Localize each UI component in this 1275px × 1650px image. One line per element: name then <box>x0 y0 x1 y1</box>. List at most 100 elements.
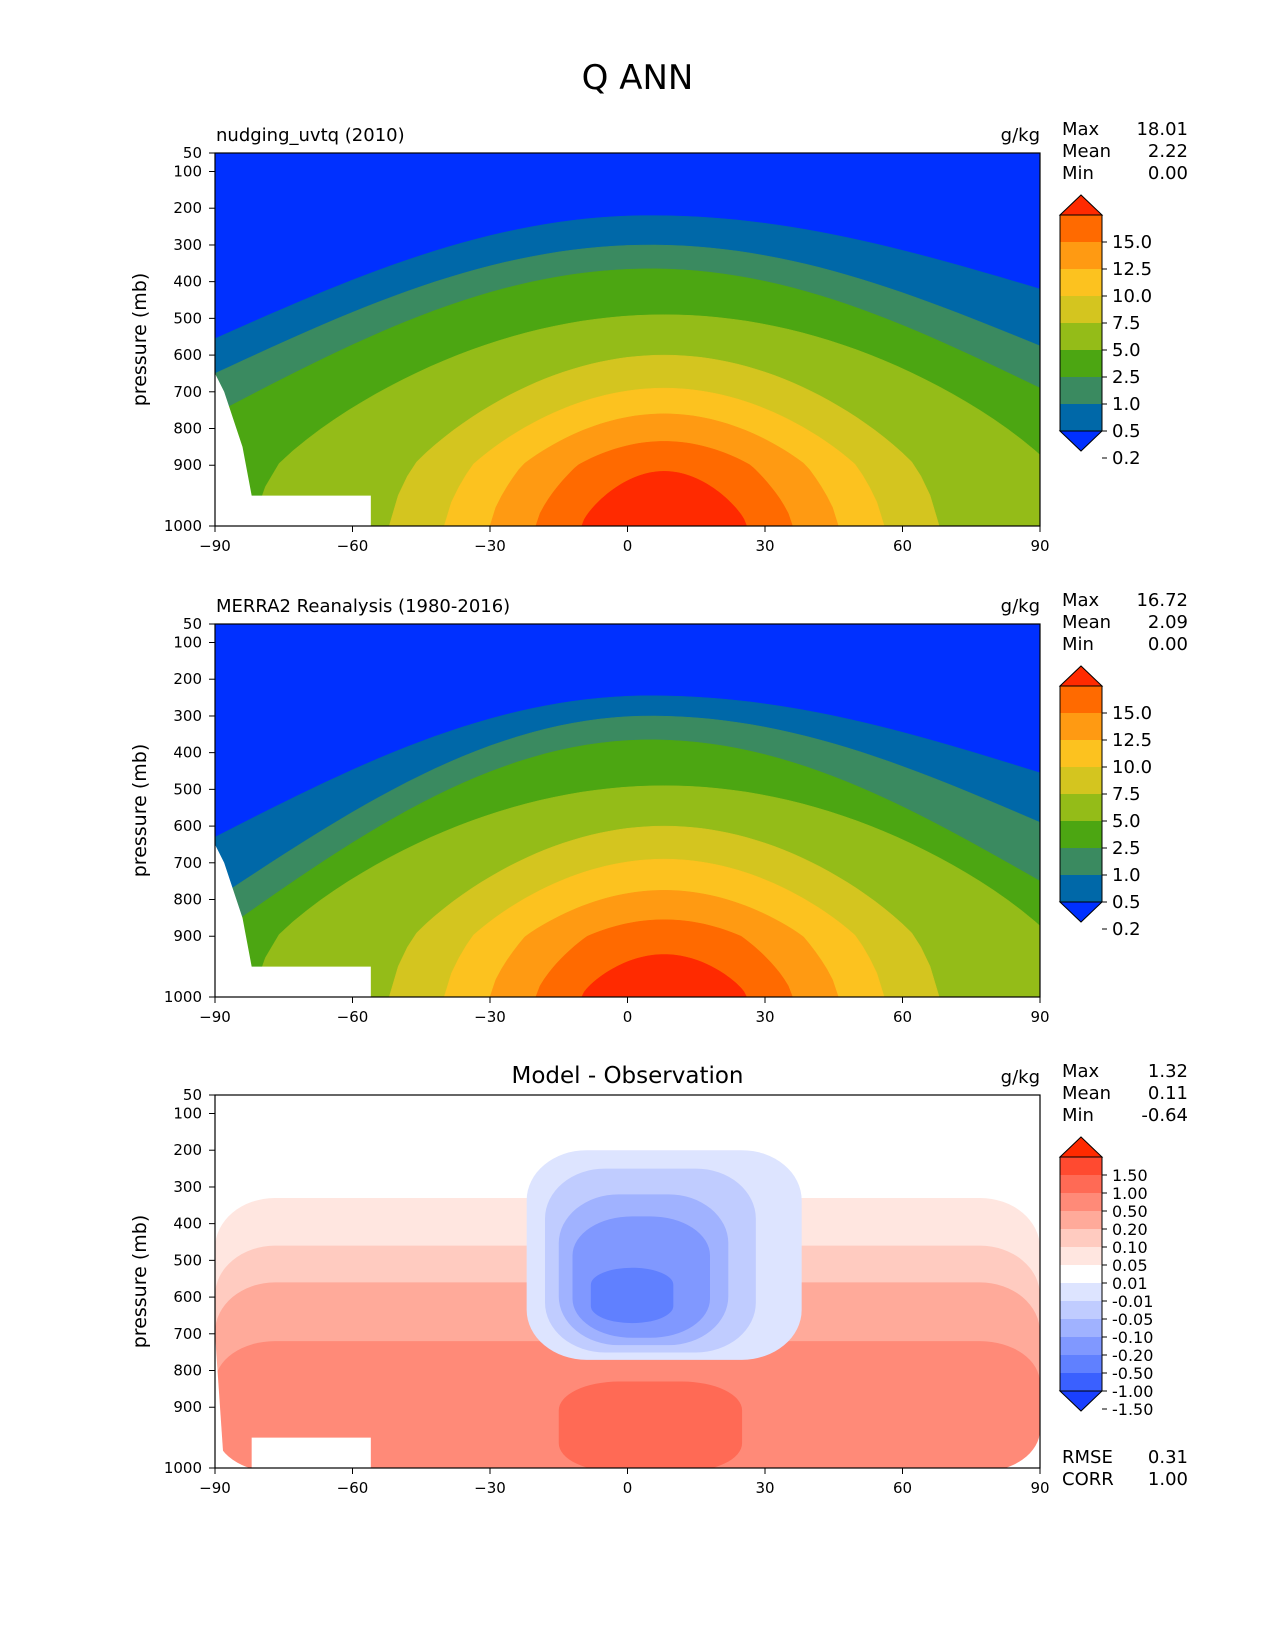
x-tick-label: −60 <box>337 537 369 555</box>
x-tick-label: −30 <box>474 1479 506 1497</box>
colorbar-segment <box>1060 821 1102 848</box>
colorbar-segment <box>1060 1265 1102 1283</box>
stat-value: 18.01 <box>1136 119 1188 140</box>
topography-mask <box>215 373 371 526</box>
y-tick-label: 1000 <box>164 1459 202 1477</box>
y-tick-label: 900 <box>173 927 202 945</box>
colorbar-segment <box>1060 1283 1102 1301</box>
y-tick-label: 800 <box>173 419 202 437</box>
colorbar-segment <box>1060 1193 1102 1211</box>
colorbar-label: 10.0 <box>1112 286 1152 307</box>
stat-value: 0.00 <box>1148 634 1188 655</box>
stat-label: Max <box>1062 590 1100 611</box>
topography-mask <box>215 844 371 997</box>
colorbar-label: 0.5 <box>1112 892 1141 913</box>
x-tick-label: −60 <box>337 1008 369 1026</box>
colorbar-segment <box>1060 296 1102 323</box>
colorbar-segment <box>1060 242 1102 269</box>
units-label: g/kg <box>1001 125 1040 146</box>
colorbar-segment <box>1060 713 1102 740</box>
x-tick-label: 30 <box>755 1479 774 1497</box>
contour-region-1.00 <box>558 1381 743 1468</box>
colorbar-label: 1.0 <box>1112 394 1141 415</box>
y-tick-label: 50 <box>183 144 202 162</box>
colorbar-segment <box>1060 686 1102 713</box>
colorbar-label: -1.00 <box>1112 1382 1153 1401</box>
colorbar-segment <box>1060 794 1102 821</box>
stat-label: Min <box>1062 634 1094 655</box>
colorbar-label: -0.05 <box>1112 1310 1153 1329</box>
stat-value: 0.31 <box>1148 1447 1188 1468</box>
colorbar-extend-bottom <box>1058 430 1104 452</box>
colorbar-label: 12.5 <box>1112 730 1152 751</box>
panel-title: Model - Observation <box>511 1063 743 1089</box>
topography-mask-edge <box>215 1333 225 1468</box>
colorbar-label: -0.20 <box>1112 1346 1153 1365</box>
colorbar-label: -0.01 <box>1112 1292 1153 1311</box>
x-tick-label: −30 <box>474 1008 506 1026</box>
plot-area <box>215 1095 1040 1468</box>
colorbar-segment <box>1060 767 1102 794</box>
y-tick-label: 600 <box>173 1288 202 1306</box>
x-tick-label: 0 <box>623 1008 633 1026</box>
colorbar-label: 0.5 <box>1112 421 1141 442</box>
topography-mask <box>251 1437 371 1468</box>
plot-area <box>215 153 1040 526</box>
colorbar-segment <box>1060 848 1102 875</box>
colorbar-label: 7.5 <box>1112 784 1141 805</box>
y-tick-label: 600 <box>173 817 202 835</box>
colorbar-extend-top <box>1058 194 1104 216</box>
colorbar-label: 5.0 <box>1112 811 1141 832</box>
x-tick-label: −90 <box>199 537 231 555</box>
x-tick-label: 0 <box>623 1479 633 1497</box>
stat-label: CORR <box>1062 1469 1114 1490</box>
colorbar-extend-top <box>1058 1136 1104 1158</box>
colorbar-segment <box>1060 1157 1102 1175</box>
stat-value: 0.00 <box>1148 163 1188 184</box>
colorbar-extend-bottom <box>1058 901 1104 923</box>
y-tick-label: 300 <box>173 1178 202 1196</box>
y-tick-label: 500 <box>173 309 202 327</box>
colorbar-segment <box>1060 1319 1102 1337</box>
colorbar-segment <box>1060 269 1102 296</box>
colorbar-label: 15.0 <box>1112 232 1152 253</box>
y-axis-label: pressure (mb) <box>129 744 151 878</box>
y-tick-label: 100 <box>173 634 202 652</box>
x-tick-label: 60 <box>893 537 912 555</box>
y-tick-label: 100 <box>173 163 202 181</box>
y-tick-label: 700 <box>173 1325 202 1343</box>
colorbar-segment <box>1060 1229 1102 1247</box>
contour-region--0.50 <box>590 1267 674 1324</box>
colorbar-label: 1.50 <box>1112 1166 1148 1185</box>
colorbar-segment <box>1060 404 1102 431</box>
y-axis-label: pressure (mb) <box>129 1215 151 1349</box>
x-tick-label: −60 <box>337 1479 369 1497</box>
colorbar-segment <box>1060 377 1102 404</box>
colorbar-segment <box>1060 323 1102 350</box>
stat-label: RMSE <box>1062 1447 1113 1468</box>
stat-label: Max <box>1062 1061 1100 1082</box>
colorbar-label: 7.5 <box>1112 313 1141 334</box>
colorbar-label: -0.10 <box>1112 1328 1153 1347</box>
colorbar-label: -1.50 <box>1112 1400 1153 1419</box>
colorbar-label: 0.2 <box>1112 448 1141 469</box>
colorbar-label: 0.05 <box>1112 1256 1148 1275</box>
stat-label: Min <box>1062 1105 1094 1126</box>
colorbar-segment <box>1060 1301 1102 1319</box>
units-label: g/kg <box>1001 1067 1040 1088</box>
y-tick-label: 50 <box>183 1086 202 1104</box>
colorbar-label: -0.50 <box>1112 1364 1153 1383</box>
contour-level-15.0 <box>581 471 747 526</box>
x-tick-label: 90 <box>1030 1479 1049 1497</box>
units-label: g/kg <box>1001 596 1040 617</box>
y-tick-label: 800 <box>173 1361 202 1379</box>
y-tick-label: 50 <box>183 615 202 633</box>
stat-value: 0.11 <box>1148 1083 1188 1104</box>
y-tick-label: 900 <box>173 456 202 474</box>
colorbar-label: 5.0 <box>1112 340 1141 361</box>
colorbar-segment <box>1060 1337 1102 1355</box>
